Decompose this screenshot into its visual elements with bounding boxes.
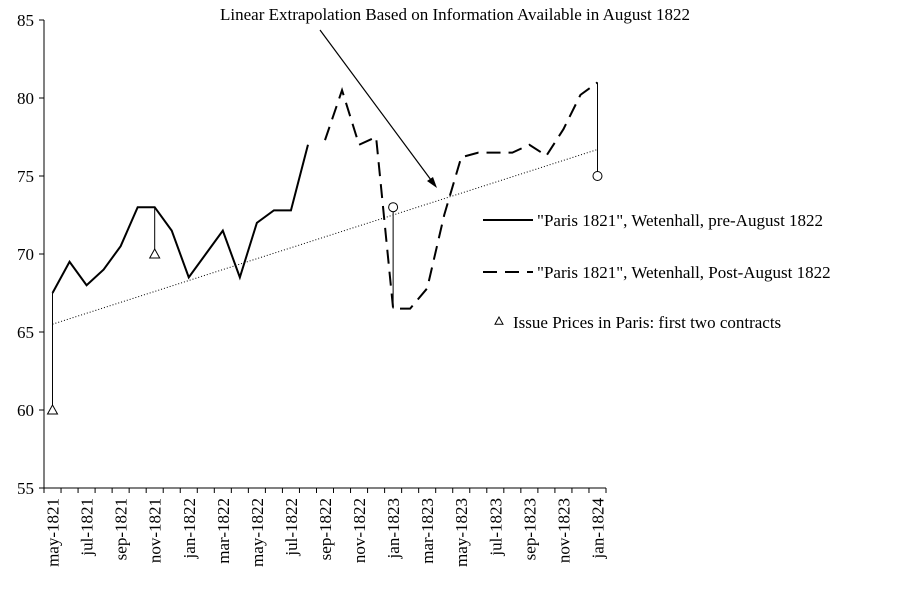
y-tick-label: 55 xyxy=(17,479,34,498)
series-line xyxy=(51,144,309,294)
x-tick-label: jul-1821 xyxy=(78,498,97,557)
x-tick-label: sep-1823 xyxy=(520,498,539,560)
y-tick-label: 80 xyxy=(17,89,34,108)
x-tick-label: nov-1823 xyxy=(554,498,573,563)
legend-label: "Paris 1821", Wetenhall, Post-August 182… xyxy=(537,263,831,282)
arrow-head xyxy=(427,177,437,188)
y-tick-label: 85 xyxy=(17,11,34,30)
legend-label: Issue Prices in Paris: first two contrac… xyxy=(513,313,781,332)
x-tick-label: sep-1822 xyxy=(316,498,335,560)
y-tick-label: 60 xyxy=(17,401,34,420)
triangle-marker xyxy=(46,403,59,415)
x-tick-label: jan-1824 xyxy=(588,498,607,560)
x-tick-label: nov-1822 xyxy=(350,498,369,563)
x-tick-label: jan-1823 xyxy=(384,498,403,559)
annotation: Linear Extrapolation Based on Informatio… xyxy=(220,5,690,24)
x-tick-label: may-1823 xyxy=(452,498,471,567)
x-tick-label: jul-1823 xyxy=(486,498,505,557)
y-tick-label: 70 xyxy=(17,245,34,264)
y-tick-label: 75 xyxy=(17,167,34,186)
circle-marker xyxy=(592,171,603,181)
x-tick-label: sep-1821 xyxy=(112,498,131,560)
x-tick-label: mar-1823 xyxy=(418,498,437,564)
y-tick-label: 65 xyxy=(17,323,34,342)
trend-line xyxy=(52,149,598,325)
x-tick-label: nov-1821 xyxy=(146,498,165,563)
x-tick-label: jul-1822 xyxy=(282,498,301,557)
legend-marker xyxy=(494,315,504,325)
x-tick-label: mar-1822 xyxy=(214,498,233,564)
circle-marker xyxy=(388,202,399,213)
x-tick-label: may-1821 xyxy=(44,498,63,567)
triangle-marker xyxy=(148,247,161,259)
series-line xyxy=(324,81,599,310)
x-tick-label: may-1822 xyxy=(248,498,267,567)
legend-label: "Paris 1821", Wetenhall, pre-August 1822 xyxy=(537,211,823,230)
x-tick-label: jan-1822 xyxy=(180,498,199,559)
annotation-arrow xyxy=(319,29,435,185)
